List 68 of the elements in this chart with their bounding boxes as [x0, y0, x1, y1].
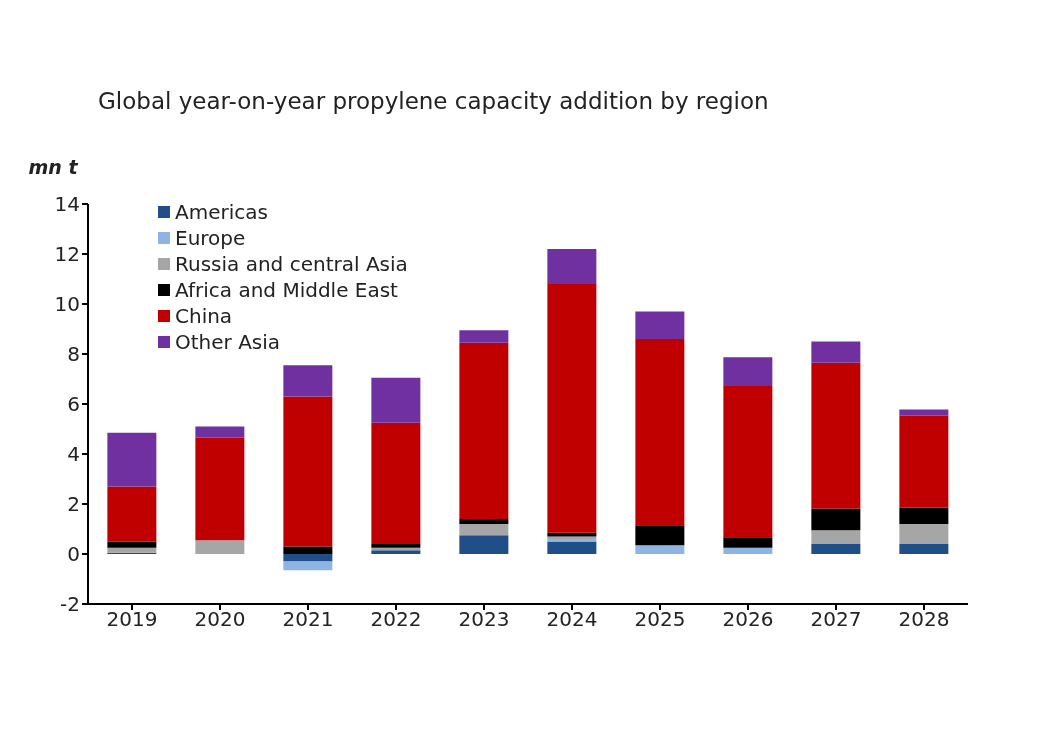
bar [635, 339, 685, 526]
bar [899, 544, 949, 554]
bar [811, 530, 861, 544]
bar [635, 311, 685, 339]
bar [195, 437, 245, 541]
bar [547, 532, 597, 537]
x-tick-label: 2027 [810, 607, 862, 632]
y-tick-label: 14 [54, 192, 80, 217]
x-tick-label: 2019 [106, 607, 158, 632]
bar [547, 541, 597, 554]
bar [459, 342, 509, 519]
bar [371, 377, 421, 423]
bar [811, 341, 861, 363]
legend-label: Russia and central Asia [175, 251, 408, 277]
x-tick-label: 2024 [546, 607, 598, 632]
legend-label: Americas [175, 199, 268, 225]
bar [459, 519, 509, 524]
bar [811, 362, 861, 509]
chart-title: Global year-on-year propylene capacity addition by region [98, 88, 770, 114]
legend-label: China [175, 303, 233, 329]
bar [547, 249, 597, 284]
bar [723, 357, 773, 386]
legend-label: Africa and Middle East [175, 277, 398, 303]
y-tick-label: 8 [67, 342, 80, 367]
y-tick-label: 12 [54, 242, 80, 267]
y-tick-label: 0 [67, 542, 80, 567]
x-tick-label: 2025 [634, 607, 686, 632]
bar [283, 561, 333, 571]
bar [723, 537, 773, 548]
y-axis-title: mn t [28, 156, 79, 178]
bar [283, 396, 333, 547]
bar [195, 426, 245, 438]
bar [283, 554, 333, 562]
bar [723, 547, 773, 554]
bar [459, 524, 509, 536]
bar [635, 525, 685, 546]
bar [283, 365, 333, 397]
bar [107, 432, 157, 487]
bar [899, 415, 949, 508]
bar [811, 544, 861, 554]
y-tick-label: 4 [67, 442, 80, 467]
bar [459, 330, 509, 343]
bar [107, 486, 157, 542]
bar [635, 545, 685, 554]
legend-label: Other Asia [175, 329, 281, 355]
bar [459, 535, 509, 554]
x-tick-label: 2020 [194, 607, 246, 632]
bar [107, 547, 157, 553]
bar [899, 507, 949, 524]
y-tick-label: 2 [67, 492, 80, 517]
y-tick-label: 6 [67, 392, 80, 417]
bar [107, 541, 157, 548]
y-tick-label: 10 [54, 292, 80, 317]
bar [371, 422, 421, 544]
bar [195, 540, 245, 554]
bar [547, 284, 597, 533]
bar [811, 508, 861, 531]
x-tick-label: 2026 [722, 607, 774, 632]
y-tick-label: -2 [60, 592, 80, 617]
x-tick-label: 2021 [282, 607, 334, 632]
bar [723, 386, 773, 538]
legend-label: Europe [175, 225, 246, 251]
bar [899, 409, 949, 416]
x-tick-label: 2023 [458, 607, 510, 632]
bar [899, 524, 949, 544]
x-tick-label: 2022 [370, 607, 422, 632]
x-tick-label: 2028 [898, 607, 950, 632]
bar [283, 546, 333, 554]
